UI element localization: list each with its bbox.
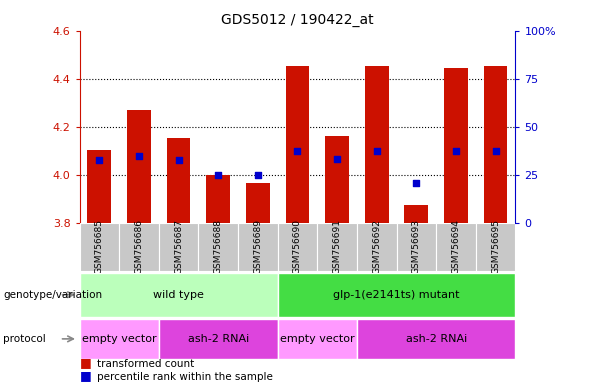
Text: genotype/variation: genotype/variation (3, 290, 102, 300)
Text: ash-2 RNAi: ash-2 RNAi (405, 334, 466, 344)
Point (412, 180, 421, 186)
Text: GSM756686: GSM756686 (134, 219, 144, 274)
Text: ■: ■ (80, 369, 91, 382)
Bar (159, 223, 198, 271)
Bar (444, 68, 468, 223)
Title: GDS5012 / 190422_at: GDS5012 / 190422_at (221, 13, 374, 27)
Bar (277, 273, 515, 317)
Text: protocol: protocol (3, 334, 46, 344)
Text: empty vector: empty vector (280, 334, 355, 344)
Text: glp-1(e2141ts) mutant: glp-1(e2141ts) mutant (333, 290, 460, 300)
Bar (127, 110, 151, 223)
Text: GSM756689: GSM756689 (253, 219, 262, 274)
Bar (87, 149, 111, 223)
Text: GSM756688: GSM756688 (214, 219, 223, 274)
Bar (357, 223, 396, 271)
Bar (277, 223, 317, 271)
Bar (277, 319, 357, 359)
Text: GSM756692: GSM756692 (372, 219, 381, 274)
Bar (246, 183, 270, 223)
Bar (436, 223, 476, 271)
Text: GSM756687: GSM756687 (174, 219, 183, 274)
Bar (80, 223, 119, 271)
Text: transformed count: transformed count (97, 359, 194, 369)
Point (332, 156, 342, 162)
Bar (325, 136, 349, 223)
Bar (317, 223, 357, 271)
Bar (238, 223, 277, 271)
Text: GSM756690: GSM756690 (293, 219, 302, 274)
Bar (405, 205, 428, 223)
Point (293, 148, 302, 154)
Bar (484, 66, 508, 223)
Point (213, 172, 223, 178)
Text: wild type: wild type (153, 290, 204, 300)
Text: GSM756691: GSM756691 (333, 219, 342, 274)
Point (451, 148, 461, 154)
Bar (206, 175, 230, 223)
Bar (286, 66, 309, 223)
Point (372, 148, 382, 154)
Bar (476, 223, 515, 271)
Bar (119, 223, 159, 271)
Bar (198, 223, 238, 271)
Bar (365, 66, 389, 223)
Bar (357, 319, 515, 359)
Point (134, 152, 144, 159)
Point (253, 172, 263, 178)
Point (491, 148, 500, 154)
Bar (80, 273, 277, 317)
Text: GSM756693: GSM756693 (412, 219, 421, 274)
Text: GSM756694: GSM756694 (451, 219, 461, 274)
Text: ■: ■ (80, 356, 91, 369)
Bar (396, 223, 436, 271)
Bar (159, 319, 277, 359)
Bar (80, 319, 159, 359)
Text: GSM756685: GSM756685 (95, 219, 104, 274)
Bar (167, 137, 190, 223)
Point (95, 157, 104, 164)
Text: percentile rank within the sample: percentile rank within the sample (97, 372, 273, 382)
Text: ash-2 RNAi: ash-2 RNAi (187, 334, 249, 344)
Text: empty vector: empty vector (82, 334, 157, 344)
Point (174, 157, 183, 164)
Text: GSM756695: GSM756695 (491, 219, 500, 274)
